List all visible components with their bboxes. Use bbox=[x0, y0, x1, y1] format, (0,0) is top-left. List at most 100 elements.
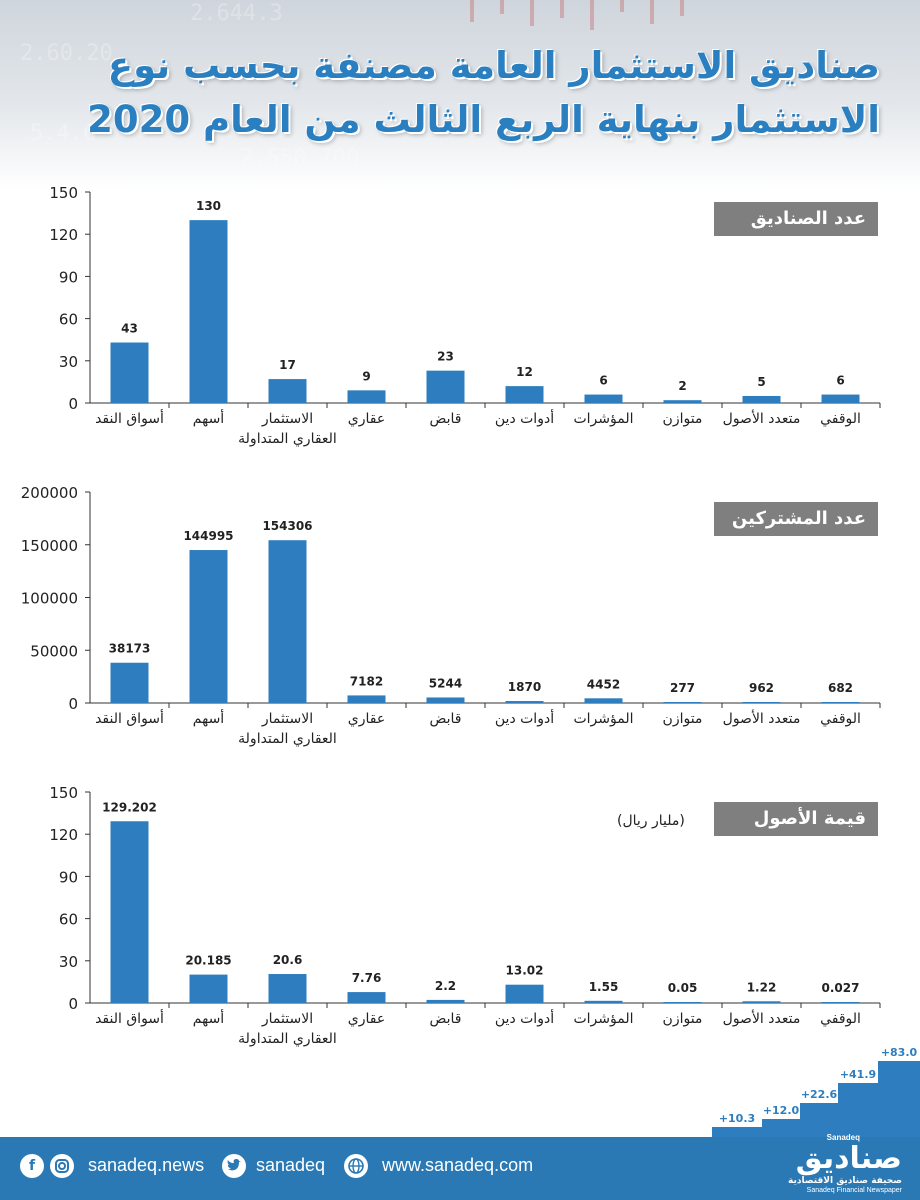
data-label: 0.027 bbox=[822, 981, 860, 995]
bar bbox=[742, 395, 781, 403]
step-bar bbox=[878, 1060, 920, 1142]
funds-count-chart: 0 30 60 90 120 150 43 أسواق النقد 130 أسهم 17 الاست… bbox=[49, 184, 881, 447]
bar bbox=[426, 697, 465, 703]
x-tick-label: الاستثمار bbox=[261, 411, 313, 427]
svg-text:2.550.700: 2.550.700 bbox=[240, 146, 359, 171]
svg-text:5.4.6: 5.4.6 bbox=[30, 121, 96, 146]
y-tick-label: 0 bbox=[68, 695, 78, 713]
bar bbox=[663, 702, 702, 703]
bar bbox=[821, 702, 860, 703]
data-label: 5 bbox=[757, 375, 765, 389]
twitter-icon[interactable] bbox=[222, 1154, 246, 1178]
y-tick-label: 90 bbox=[59, 268, 78, 286]
brand-name-en: Sanadeq bbox=[826, 1133, 860, 1142]
data-label: 7.76 bbox=[352, 971, 382, 985]
x-tick-label: أسواق النقد bbox=[95, 1009, 164, 1027]
data-label: 4452 bbox=[587, 677, 620, 691]
bar bbox=[584, 394, 623, 403]
x-tick-label: الوقفي bbox=[820, 1011, 861, 1027]
x-tick-label: عقاري bbox=[348, 711, 385, 727]
twitter-handle[interactable]: sanadeq bbox=[256, 1155, 326, 1175]
step-label: +12.0 bbox=[763, 1104, 800, 1117]
brand-logo: Sanadeq صناديق صحيفة صناديق الاقتصادية S… bbox=[762, 1133, 902, 1200]
x-tick-label: قابض bbox=[429, 711, 461, 727]
bar bbox=[505, 386, 544, 403]
x-tick-label: المؤشرات bbox=[573, 711, 633, 727]
svg-text:2.644.3: 2.644.3 bbox=[190, 1, 283, 26]
data-label: 6 bbox=[599, 374, 607, 388]
x-tick-label: الاستثمار bbox=[261, 711, 313, 727]
growth-steps-decoration: +10.3 +12.0+22.6+41.9 +83.0 bbox=[712, 1046, 920, 1142]
website-link[interactable]: www.sanadeq.com bbox=[382, 1155, 534, 1175]
page-title-line-2: الاستثمار بنهاية الربع الثالث من العام 2… bbox=[87, 98, 880, 141]
bar bbox=[347, 992, 386, 1003]
x-tick-label: أسهم bbox=[193, 409, 225, 427]
bar bbox=[742, 1001, 781, 1003]
bar bbox=[189, 550, 228, 703]
bar bbox=[505, 984, 544, 1003]
data-label: 6 bbox=[836, 374, 844, 388]
x-tick-label: متوازن bbox=[663, 1011, 703, 1027]
data-label: 1.22 bbox=[747, 980, 777, 994]
y-tick-label: 200000 bbox=[21, 484, 78, 502]
step-label: +41.9 bbox=[840, 1068, 876, 1081]
data-label: 2.2 bbox=[435, 979, 456, 993]
x-tick-label: المؤشرات bbox=[573, 411, 633, 427]
bar bbox=[821, 1002, 860, 1003]
data-label: 5244 bbox=[429, 676, 462, 690]
footer-bar: f sanadeq.news sanadeq www.sanadeq.com S… bbox=[0, 1133, 920, 1200]
data-label: 962 bbox=[749, 681, 774, 695]
bar bbox=[584, 1000, 623, 1003]
x-tick-label: العقاري المتداولة bbox=[238, 1031, 337, 1047]
data-label: 682 bbox=[828, 681, 853, 695]
data-label: 23 bbox=[437, 350, 454, 364]
y-tick-label: 120 bbox=[49, 226, 78, 244]
chart-title-funds-count: عدد الصناديق bbox=[714, 202, 878, 236]
data-label: 38173 bbox=[109, 642, 151, 656]
x-tick-label: أسواق النقد bbox=[95, 409, 164, 427]
data-label: 1870 bbox=[508, 680, 541, 694]
facebook-icon[interactable]: f bbox=[20, 1154, 44, 1178]
x-tick-label: المؤشرات bbox=[573, 1011, 633, 1027]
x-tick-label: أسهم bbox=[193, 709, 225, 727]
x-tick-label: عقاري bbox=[348, 1011, 385, 1027]
data-label: 0.05 bbox=[668, 981, 698, 995]
instagram-icon[interactable] bbox=[50, 1154, 74, 1178]
bar bbox=[584, 698, 623, 703]
y-tick-label: 120 bbox=[49, 826, 78, 844]
step-label: +83.0 bbox=[881, 1046, 918, 1059]
bar bbox=[505, 701, 544, 703]
data-label: 20.6 bbox=[273, 953, 303, 967]
bar bbox=[821, 394, 860, 403]
x-tick-label: أسواق النقد bbox=[95, 709, 164, 727]
data-label: 129.202 bbox=[102, 800, 157, 814]
step-label: +10.3 bbox=[719, 1112, 755, 1125]
y-tick-label: 50000 bbox=[30, 642, 78, 660]
x-tick-label: عقاري bbox=[348, 411, 385, 427]
data-label: 2 bbox=[678, 379, 686, 393]
y-tick-label: 60 bbox=[59, 311, 78, 329]
x-tick-label: متوازن bbox=[663, 711, 703, 727]
y-tick-label: 150 bbox=[49, 184, 78, 202]
data-label: 154306 bbox=[262, 519, 312, 533]
x-tick-label: متعدد الأصول bbox=[723, 1009, 801, 1027]
x-tick-label: أدوات دين bbox=[495, 709, 554, 727]
x-tick-label: أدوات دين bbox=[495, 409, 554, 427]
bar bbox=[110, 342, 149, 403]
globe-icon[interactable] bbox=[344, 1154, 368, 1178]
x-tick-label: قابض bbox=[429, 411, 461, 427]
assets-value-chart: 0 30 60 90 120 150 129.202 أسواق النقد 20.185 أسه… bbox=[49, 784, 881, 1047]
chart-title-subscribers-count: عدد المشتركين bbox=[714, 502, 878, 536]
brand-subtitle-ar: صحيفة صناديق الاقتصادية bbox=[788, 1176, 902, 1186]
y-tick-label: 150 bbox=[49, 784, 78, 802]
header-banner: 2.644.3 2.60.20 2.550.700 5.4.6 صناديق ا… bbox=[0, 0, 920, 190]
svg-text:2.60.20: 2.60.20 bbox=[20, 41, 113, 66]
bar bbox=[110, 662, 149, 703]
bar bbox=[426, 370, 465, 403]
data-label: 1.55 bbox=[589, 980, 619, 994]
social-handle[interactable]: sanadeq.news bbox=[88, 1155, 205, 1175]
x-tick-label: قابض bbox=[429, 1011, 461, 1027]
subscribers-count-chart: 0 50000 100000 150000 200000 38173 أسواق النقد… bbox=[21, 484, 881, 747]
x-tick-label: متعدد الأصول bbox=[723, 409, 801, 427]
x-tick-label: أدوات دين bbox=[495, 1009, 554, 1027]
